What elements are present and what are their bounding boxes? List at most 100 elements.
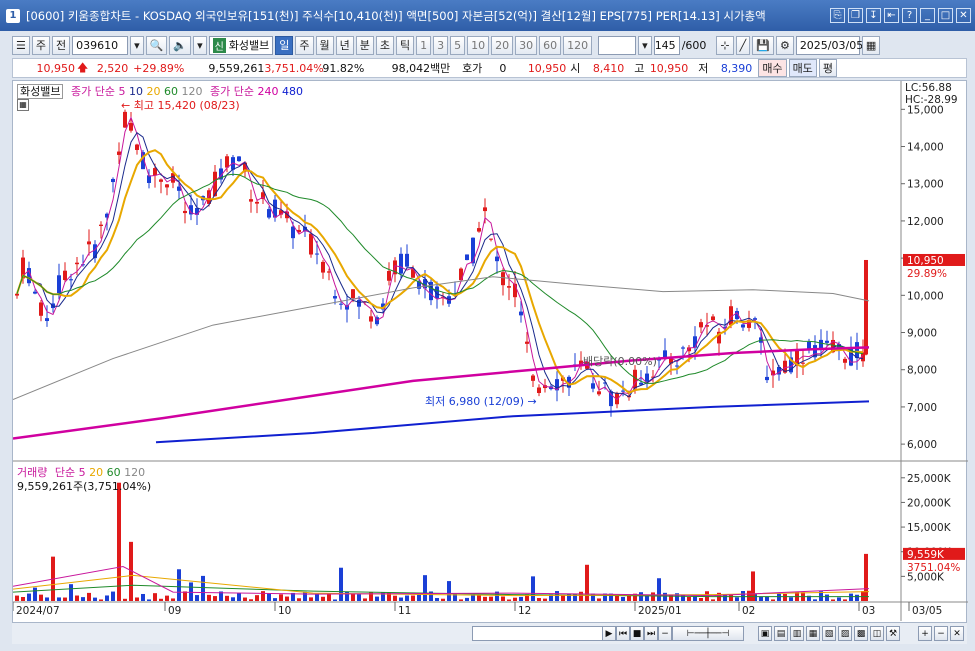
candle-body <box>771 370 775 376</box>
menu-icon[interactable]: ☰ <box>12 35 30 55</box>
volume-bar <box>315 594 319 601</box>
zoom-out-minus-icon[interactable]: − <box>934 626 948 641</box>
x-axis-label: 12 <box>518 605 531 617</box>
maximize-icon[interactable]: □ <box>938 8 953 23</box>
data-count-input[interactable]: 145 <box>653 35 680 55</box>
volume-bar <box>687 596 691 601</box>
period-tick-button[interactable]: 틱 <box>396 35 415 55</box>
candle-body <box>489 238 493 240</box>
minute-3-button[interactable]: 3 <box>433 35 449 55</box>
average-button[interactable]: 평 <box>818 59 837 77</box>
horizontal-scrollbar[interactable] <box>472 626 617 641</box>
pin-icon[interactable]: ↧ <box>866 8 881 23</box>
chevron-down-icon[interactable]: ▾ <box>193 35 207 55</box>
volume-bar <box>447 581 451 601</box>
sound-icon[interactable]: 🔈 <box>169 35 192 55</box>
candle-body <box>93 244 97 259</box>
custom-period-dropdown-icon[interactable]: ▾ <box>638 35 652 55</box>
date-input[interactable]: 2025/03/05 <box>795 35 863 55</box>
close-panel-icon[interactable]: ✕ <box>950 626 964 641</box>
period-day-button[interactable]: 일 <box>275 35 294 55</box>
volume-bar <box>441 598 445 601</box>
candle-body <box>855 342 859 359</box>
volume-axis-label: 20,000K <box>907 497 952 509</box>
scroll-right-icon[interactable]: ▶ <box>602 626 616 641</box>
ma2-label: 종가 단순 <box>209 85 254 98</box>
period-week-button[interactable]: 주 <box>295 35 314 55</box>
minute-30-button[interactable]: 30 <box>515 35 538 55</box>
grid-toggle-icon[interactable]: ▦ <box>17 99 29 111</box>
screenshot-icon[interactable]: ◫ <box>870 626 884 641</box>
volume-bar <box>369 592 373 601</box>
minute-10-button[interactable]: 10 <box>467 35 490 55</box>
candle-body <box>813 345 817 358</box>
stop-icon[interactable]: ■ <box>630 626 644 641</box>
candle-body <box>315 253 319 255</box>
zoom-in-plus-icon[interactable]: + <box>918 626 932 641</box>
candle-body <box>405 253 409 267</box>
layout-icon-2[interactable]: ▤ <box>774 626 788 641</box>
restore-icon[interactable]: ❐ <box>848 8 863 23</box>
custom-period-input[interactable] <box>598 35 637 55</box>
ma10-legend: 10 <box>128 85 143 98</box>
tool-line-icon[interactable]: ╱ <box>735 35 751 55</box>
layout-icon-6[interactable]: ▨ <box>838 626 852 641</box>
buy-button[interactable]: 매수 <box>758 59 787 77</box>
calendar-icon[interactable]: ▦ <box>861 35 881 55</box>
volume-bar <box>39 594 43 601</box>
period-year-button[interactable]: 년 <box>335 35 354 55</box>
first-page-icon[interactable]: ⏮ <box>616 626 630 641</box>
search-icon[interactable]: 🔍 <box>145 35 168 55</box>
price-axis-label: 12,000 <box>907 216 944 228</box>
layout-icon-7[interactable]: ▩ <box>854 626 868 641</box>
code-dropdown-icon[interactable]: ▾ <box>130 35 144 55</box>
last-page-icon[interactable]: ⏭ <box>644 626 658 641</box>
zoom-slider[interactable]: ⊢──┼──⊣ <box>672 626 744 641</box>
arrow-icon[interactable]: ⇤ <box>884 8 899 23</box>
volume-bar <box>813 599 817 601</box>
minute-1-button[interactable]: 1 <box>416 35 432 55</box>
candle-body <box>807 341 811 351</box>
minute-5-button[interactable]: 5 <box>450 35 466 55</box>
period-unit-select[interactable]: 주 <box>31 35 50 55</box>
volume-ma60-line <box>13 584 869 598</box>
quote-bar: 10,950 🡅 2,520 +29.89% 9,559,261 3,751.0… <box>12 58 967 78</box>
link-icon[interactable]: ⎘ <box>830 8 845 23</box>
candle-body <box>465 254 469 261</box>
chart-area[interactable]: 15,00014,00013,00012,00011,00010,0009,00… <box>12 80 968 645</box>
candle-body <box>147 175 151 183</box>
period-minute-button[interactable]: 분 <box>355 35 374 55</box>
minimize-icon[interactable]: _ <box>920 8 935 23</box>
volume-bar <box>747 590 751 601</box>
minute-20-button[interactable]: 20 <box>491 35 514 55</box>
layout-icon-3[interactable]: ▥ <box>790 626 804 641</box>
candle-body <box>699 322 703 328</box>
tool-crosshair-icon[interactable]: ⊹ <box>716 35 734 55</box>
tools-icon[interactable]: ⚒ <box>886 626 900 641</box>
layout-icon-1[interactable]: ▣ <box>758 626 772 641</box>
stock-name-field[interactable]: 신 화성밸브 <box>208 35 274 55</box>
period-second-button[interactable]: 초 <box>375 35 395 55</box>
ma480-legend: 480 <box>281 85 303 98</box>
minute-60-button[interactable]: 60 <box>539 35 562 55</box>
jeon-button[interactable]: 전 <box>52 35 71 55</box>
volume-bar <box>621 596 625 601</box>
close-icon[interactable]: ✕ <box>956 8 971 23</box>
save-icon[interactable]: 💾 <box>752 35 774 55</box>
layout-icon-5[interactable]: ▧ <box>822 626 836 641</box>
stock-code-input[interactable]: 039610 <box>72 35 129 55</box>
volume-bar <box>303 591 307 601</box>
help-icon[interactable]: ? <box>902 8 917 23</box>
layout-icon-4[interactable]: ▦ <box>806 626 820 641</box>
period-month-button[interactable]: 월 <box>315 35 334 55</box>
gear-icon[interactable]: ⚙ <box>775 35 794 55</box>
candle-body <box>63 270 67 281</box>
volume-bar <box>123 598 127 601</box>
volume-bar <box>693 595 697 601</box>
minute-120-button[interactable]: 120 <box>563 35 593 55</box>
ma120-legend: 120 <box>181 85 203 98</box>
volume-bar <box>273 598 277 601</box>
zoom-out-icon[interactable]: − <box>658 626 672 641</box>
sell-button[interactable]: 매도 <box>788 59 817 77</box>
price-volume-chart[interactable]: 15,00014,00013,00012,00011,00010,0009,00… <box>13 81 968 645</box>
